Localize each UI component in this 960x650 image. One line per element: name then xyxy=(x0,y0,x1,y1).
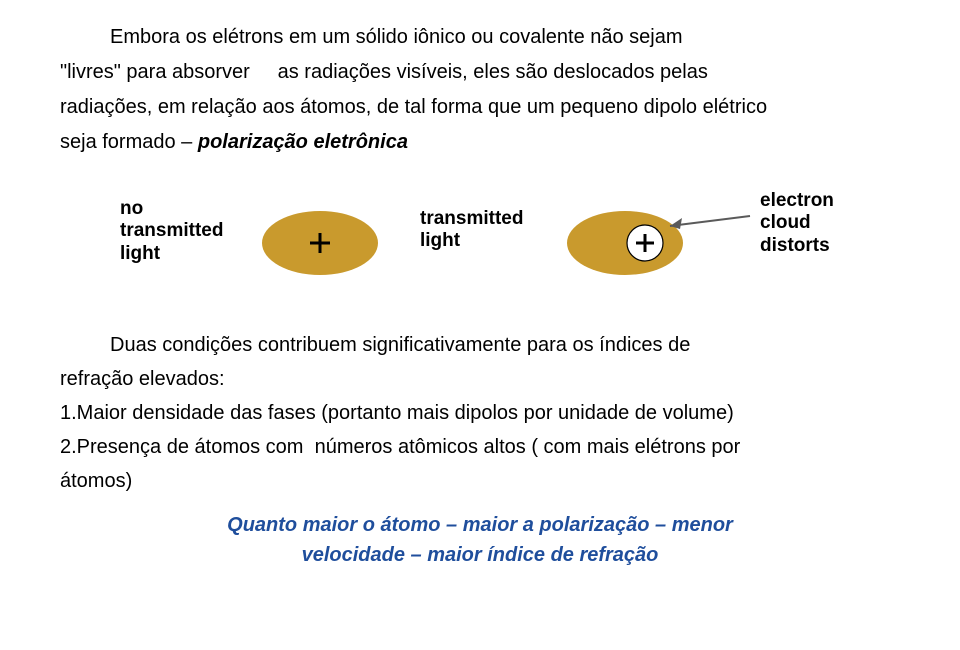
page: Embora os elétrons em um sólido iônico o… xyxy=(0,0,960,650)
p1-line1: Embora os elétrons em um sólido iônico o… xyxy=(110,26,683,48)
paragraph-1: Embora os elétrons em um sólido iônico o… xyxy=(60,20,900,160)
p1-line4b: polarização eletrônica xyxy=(198,131,408,153)
list-item2b: números atômicos altos ( com mais elétro… xyxy=(315,436,741,458)
electron-label-line1: electron xyxy=(760,190,834,212)
list: 1.Maior densidade das fases (portanto ma… xyxy=(60,396,900,498)
p1-line2a: "livres" para absorver xyxy=(60,61,250,83)
electron-label-line2: cloud xyxy=(760,212,834,234)
left-label-line3: light xyxy=(120,243,223,265)
electron-label-line3: distorts xyxy=(760,235,834,257)
left-ellipse-svg xyxy=(250,193,410,293)
paragraph-2: Duas condições contribuem significativam… xyxy=(60,328,900,396)
footer: Quanto maior o átomo – maior a polarizaç… xyxy=(60,510,900,570)
list-item: 1.Maior densidade das fases (portanto ma… xyxy=(60,396,900,430)
footer-line2: velocidade – maior índice de refração xyxy=(60,540,900,570)
arrow-head-icon xyxy=(670,218,682,229)
p2-line2: refração elevados: xyxy=(60,368,225,390)
arrow-line xyxy=(670,216,750,226)
mid-label-line1: transmitted xyxy=(420,208,523,230)
list-item: 2.Presença de átomos com números atômico… xyxy=(60,430,900,464)
list-item2a: 2.Presença de átomos com xyxy=(60,436,309,458)
footer-line1: Quanto maior o átomo – maior a polarizaç… xyxy=(60,510,900,540)
mid-label: transmitted light xyxy=(420,208,523,253)
list-item: átomos) xyxy=(60,464,900,498)
left-label-line1: no xyxy=(120,198,223,220)
left-label: no transmitted light xyxy=(120,198,223,265)
mid-label-line2: light xyxy=(420,230,523,252)
p2-lead: Duas condições contribuem significativam… xyxy=(110,334,690,356)
left-label-line2: transmitted xyxy=(120,220,223,242)
diagram: no transmitted light transmitted light xyxy=(60,168,900,328)
p1-line2b: as radiações visíveis, eles são deslocad… xyxy=(278,61,708,83)
p1-line4a: seja formado – xyxy=(60,131,198,153)
electron-label: electron cloud distorts xyxy=(760,190,834,257)
p1-line3: radiações, em relação aos átomos, de tal… xyxy=(60,96,767,118)
